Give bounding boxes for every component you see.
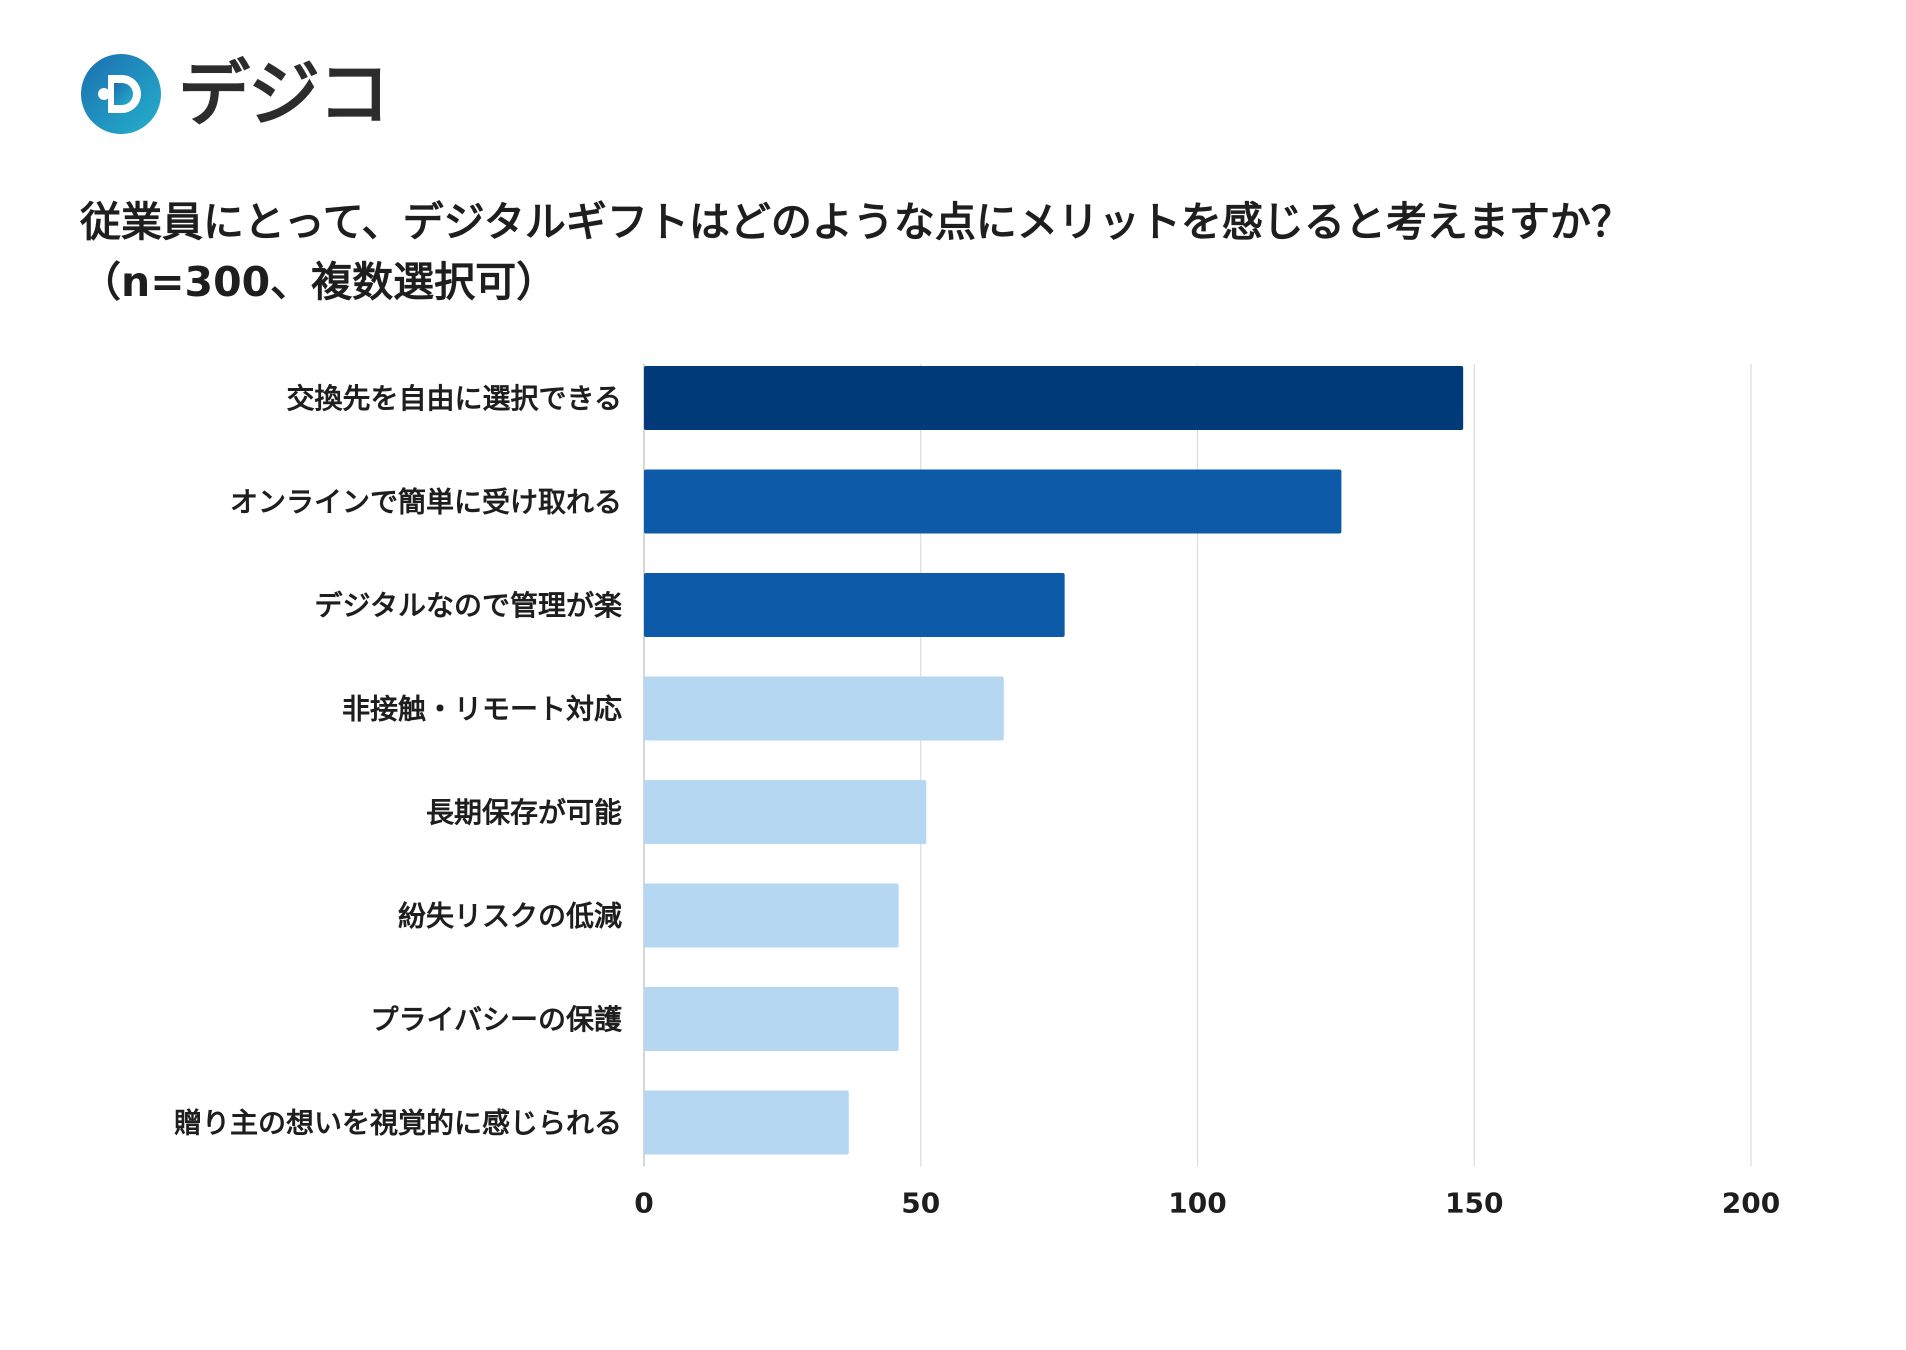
category-label: プライバシーの保護 xyxy=(371,1003,623,1036)
chart-title: 従業員にとって、デジタルギフトはどのような点にメリットを感じると考えますか？ （… xyxy=(80,192,1840,312)
bar-5 xyxy=(644,780,927,844)
bar-6 xyxy=(644,883,899,948)
brand-logo: デジコ xyxy=(80,52,390,136)
brand-name: デジコ xyxy=(178,52,390,136)
bar-3 xyxy=(644,573,1065,637)
bar-2 xyxy=(644,469,1342,534)
logo-mark-icon xyxy=(81,54,161,134)
bar-8 xyxy=(644,1090,849,1155)
x-tick-label: 0 xyxy=(634,1187,653,1220)
chart-title-line2: （n=300、複数選択可） xyxy=(80,258,558,306)
x-tick-label: 50 xyxy=(901,1187,940,1220)
bar-chart-svg: 交換先を自由に選択できるオンラインで簡単に受け取れるデジタルなので管理が楽非接触… xyxy=(174,364,1780,1220)
category-label: 紛失リスクの低減 xyxy=(398,900,622,933)
category-label: 贈り主の想いを視覚的に感じられる xyxy=(174,1107,622,1140)
bar-chart: 交換先を自由に選択できるオンラインで簡単に受け取れるデジタルなので管理が楽非接触… xyxy=(0,340,1906,1220)
category-label: 非接触・リモート対応 xyxy=(342,693,622,726)
category-label: デジタルなので管理が楽 xyxy=(315,589,622,622)
bar-4 xyxy=(644,676,1004,741)
category-label: 交換先を自由に選択できる xyxy=(287,382,622,415)
x-tick-label: 200 xyxy=(1722,1187,1780,1220)
bar-7 xyxy=(644,987,899,1051)
bar-1 xyxy=(644,366,1464,430)
chart-title-line1: 従業員にとって、デジタルギフトはどのような点にメリットを感じると考えますか？ xyxy=(80,198,1632,246)
x-tick-label: 150 xyxy=(1445,1187,1503,1220)
category-label: オンラインで簡単に受け取れる xyxy=(230,486,622,519)
category-label: 長期保存が可能 xyxy=(426,796,622,829)
x-tick-label: 100 xyxy=(1168,1187,1226,1220)
